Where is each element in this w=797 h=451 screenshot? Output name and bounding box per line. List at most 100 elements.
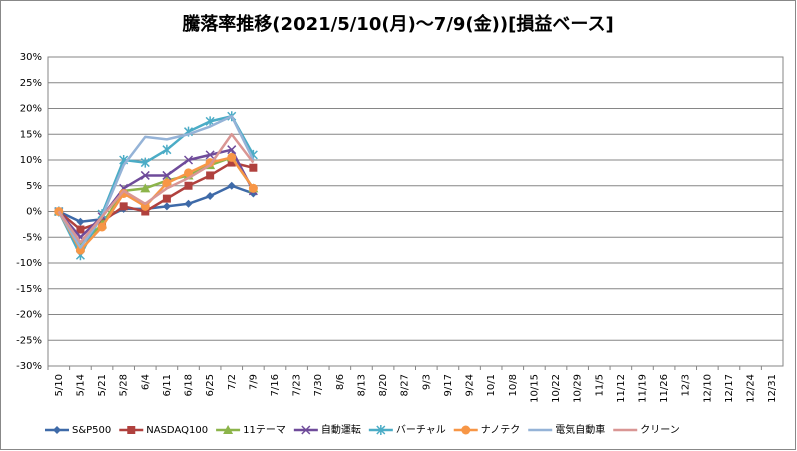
x-tick-label: 9/3 <box>421 374 432 390</box>
x-tick-label: 10/8 <box>508 374 519 396</box>
marker <box>53 426 61 434</box>
x-tick-label: 9/24 <box>465 374 476 396</box>
y-tick-label: 10% <box>20 155 42 166</box>
marker <box>249 163 258 172</box>
y-tick-label: -25% <box>16 335 42 346</box>
y-tick-label: 0% <box>26 207 42 218</box>
marker <box>227 145 237 155</box>
marker <box>140 157 150 168</box>
series-line <box>57 133 255 244</box>
marker <box>461 425 471 435</box>
series-line <box>57 148 255 239</box>
legend-item: ナノテク <box>453 424 521 436</box>
legend-label: NASDAQ100 <box>146 425 208 436</box>
marker <box>140 183 151 193</box>
x-tick-label: 10/15 <box>529 374 540 403</box>
x-tick-label: 11/5 <box>594 374 605 396</box>
x-tick-label: 7/2 <box>227 374 238 390</box>
marker <box>227 152 237 162</box>
legend-item: NASDAQ100 <box>119 425 208 436</box>
y-tick-label: -30% <box>16 361 42 372</box>
marker <box>162 202 171 211</box>
x-tick-label: 8/13 <box>356 374 367 396</box>
y-tick-label: -5% <box>23 232 42 243</box>
y-tick-label: -15% <box>16 284 42 295</box>
marker <box>162 194 171 203</box>
marker <box>205 150 215 160</box>
marker <box>227 181 236 190</box>
x-tick-label: 12/10 <box>702 374 713 403</box>
y-tick-label: 30% <box>20 52 42 63</box>
marker <box>75 245 85 255</box>
legend-label: 自動運転 <box>321 423 361 436</box>
marker <box>119 202 128 211</box>
legend-item: S&P500 <box>45 425 111 436</box>
x-tick-label: 5/28 <box>119 374 130 396</box>
marker <box>140 170 150 180</box>
marker <box>223 425 234 434</box>
x-tick-label: 7/16 <box>270 374 281 396</box>
marker <box>206 171 215 180</box>
legend-item: バーチャル <box>368 424 446 436</box>
series-line <box>58 184 254 224</box>
x-tick-label: 5/14 <box>75 374 86 396</box>
legend-item: 11テーマ <box>216 425 286 436</box>
marker <box>162 178 172 188</box>
marker <box>184 199 193 208</box>
legend-label: クリーン <box>640 424 680 436</box>
marker <box>127 426 136 434</box>
y-tick-label: 5% <box>26 181 42 192</box>
x-tick-label: 11/12 <box>616 374 627 403</box>
x-tick-label: 6/11 <box>162 374 173 396</box>
marker <box>376 425 386 435</box>
marker <box>162 170 172 180</box>
y-tick-label: 25% <box>20 78 42 89</box>
x-tick-label: 5/21 <box>97 374 108 396</box>
y-tick-label: -10% <box>16 258 42 269</box>
x-tick-label: 10/29 <box>573 374 584 403</box>
x-tick-label: 11/19 <box>637 374 648 403</box>
marker <box>248 183 258 193</box>
legend-item: クリーン <box>613 424 680 436</box>
chart-title: 騰落率推移(2021/5/10(月)～7/9(金))[損益ベース] <box>182 13 613 35</box>
x-tick-label: 10/22 <box>551 374 562 403</box>
x-tick-label: 11/26 <box>659 374 670 403</box>
legend-label: バーチャル <box>396 424 446 436</box>
marker <box>184 181 193 190</box>
marker <box>97 222 107 232</box>
x-tick-label: 6/18 <box>184 374 195 396</box>
marker <box>301 425 311 435</box>
legend-label: ナノテク <box>481 424 521 436</box>
marker <box>76 217 85 226</box>
x-tick-label: 7/30 <box>313 374 324 396</box>
legend-item: 電気自動車 <box>528 423 605 436</box>
x-tick-label: 5/10 <box>54 374 65 396</box>
x-tick-label: 6/4 <box>140 374 151 390</box>
x-tick-label: 7/23 <box>292 374 303 396</box>
y-tick-label: 20% <box>20 104 42 115</box>
legend-label: 11テーマ <box>243 425 286 436</box>
marker <box>206 192 215 201</box>
marker <box>76 225 85 234</box>
x-tick-label: 12/24 <box>746 374 757 403</box>
x-tick-label: 8/27 <box>400 374 411 396</box>
x-tick-label: 12/31 <box>767 374 778 403</box>
x-tick-label: 8/20 <box>378 374 389 396</box>
marker <box>141 207 150 216</box>
x-tick-label: 8/6 <box>335 374 346 390</box>
legend-label: S&P500 <box>72 425 111 436</box>
x-tick-label: 12/3 <box>681 374 692 396</box>
legend-item: 自動運転 <box>293 423 361 436</box>
marker <box>227 158 236 167</box>
x-tick-label: 10/1 <box>486 374 497 396</box>
marker <box>184 168 194 178</box>
y-tick-label: -20% <box>16 310 42 321</box>
x-tick-label: 6/25 <box>205 374 216 396</box>
x-tick-label: 9/17 <box>443 374 454 396</box>
series-line <box>57 114 255 249</box>
y-tick-label: 15% <box>20 129 42 140</box>
marker <box>183 155 194 165</box>
x-tick-label: 12/17 <box>724 374 735 403</box>
